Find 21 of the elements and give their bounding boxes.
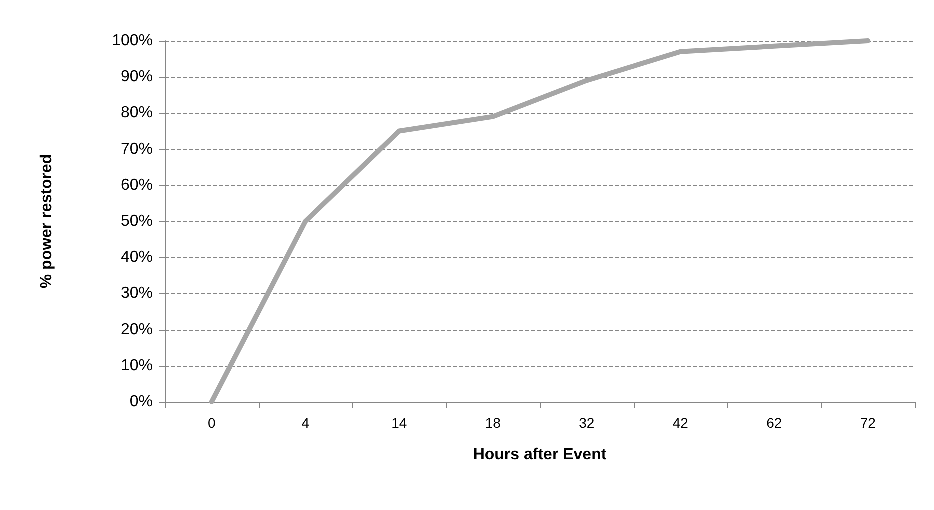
x-tick-label: 4 <box>302 415 310 431</box>
x-tick-label: 72 <box>860 415 876 431</box>
y-tick-label: 70% <box>120 140 153 158</box>
y-tick-label: 30% <box>120 285 153 302</box>
y-tick-label: 10% <box>120 357 153 374</box>
x-tick-label: 42 <box>672 415 689 431</box>
x-tick-label: 32 <box>579 415 595 431</box>
y-tick-label: 90% <box>120 68 153 86</box>
y-axis-title: % power restored <box>38 154 56 289</box>
y-tick-label: 20% <box>120 321 153 338</box>
y-tick-label: 40% <box>120 249 153 266</box>
y-tick-label: 50% <box>120 213 153 230</box>
y-tick-label: 0% <box>130 394 153 410</box>
y-tick-label: 100% <box>112 32 153 50</box>
x-tick-label: 62 <box>766 415 782 431</box>
x-tick-label: 18 <box>485 415 502 431</box>
x-tick-label: 0 <box>208 415 216 431</box>
x-tick-label: 14 <box>392 415 408 431</box>
y-tick-label: 80% <box>120 104 153 122</box>
x-axis-title: Hours after Event <box>473 446 608 464</box>
y-tick-label: 60% <box>120 176 153 194</box>
